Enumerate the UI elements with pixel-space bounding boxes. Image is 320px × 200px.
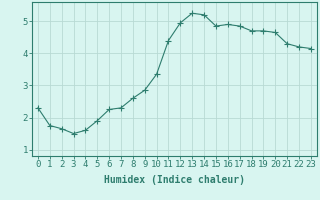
X-axis label: Humidex (Indice chaleur): Humidex (Indice chaleur) (104, 175, 245, 185)
